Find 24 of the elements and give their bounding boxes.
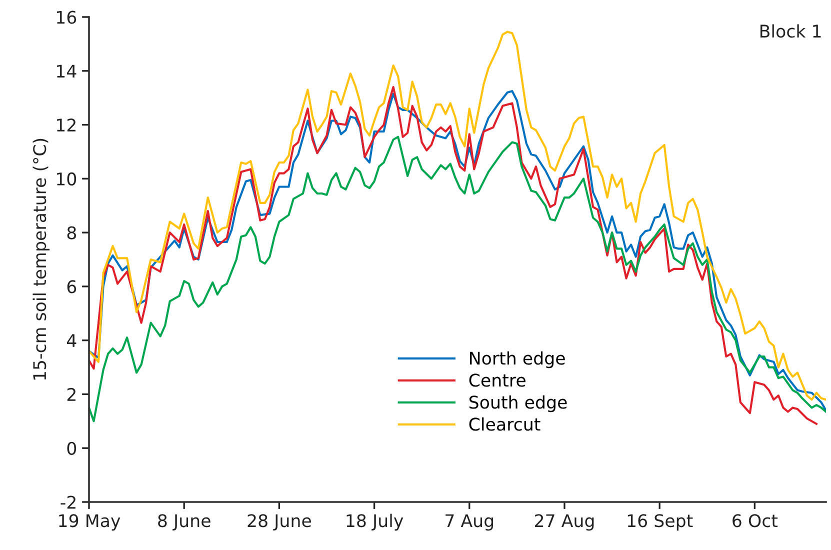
y-tick-label: 10 (57, 172, 76, 186)
legend-label: Clearcut (469, 417, 540, 431)
x-tick-label: 8 June (158, 514, 210, 530)
y-tick-label: 6 (67, 280, 76, 294)
legend-label: Centre (469, 374, 526, 387)
x-tick-label: 7 Aug (446, 514, 494, 531)
y-axis-title: 15-cm soil temperature (°C) (32, 138, 50, 380)
y-tick-label: 4 (67, 334, 76, 347)
legend-label: North edge (470, 351, 565, 368)
x-tick-label: 18 July (346, 514, 404, 531)
x-tick-label: 28 June (248, 514, 311, 530)
y-tick-label: -2 (60, 496, 76, 509)
x-tick-label: 16 Sept (628, 514, 693, 531)
annotation: Block 1 (760, 24, 821, 38)
x-tick-label: 6 Oct (732, 514, 778, 528)
y-tick-label: 16 (57, 10, 76, 24)
y-tick-label: 0 (67, 442, 76, 455)
y-tick-label: 12 (57, 118, 76, 132)
x-tick-label: 27 Aug (535, 514, 594, 531)
legend-label: South edge (469, 395, 567, 412)
y-tick-label: 14 (57, 64, 76, 78)
x-tick-label: 19 May (59, 514, 120, 531)
y-tick-label: 2 (67, 388, 76, 401)
y-tick-label: 8 (67, 226, 76, 240)
